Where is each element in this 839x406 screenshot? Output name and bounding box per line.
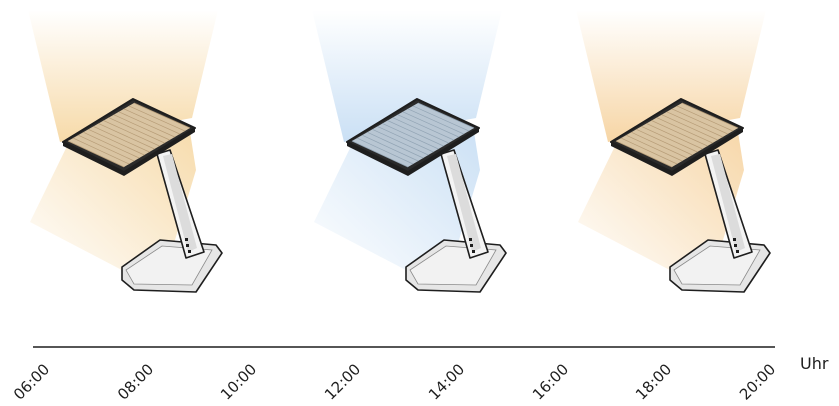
light-cone-up: [312, 10, 502, 142]
lamp-noon: [312, 10, 507, 293]
timeline-unit-label: Uhr: [800, 354, 829, 373]
light-cone-up: [28, 10, 218, 142]
light-cone-up: [576, 10, 766, 142]
lamp-morning: [28, 10, 223, 293]
lamp-evening: [576, 10, 771, 293]
